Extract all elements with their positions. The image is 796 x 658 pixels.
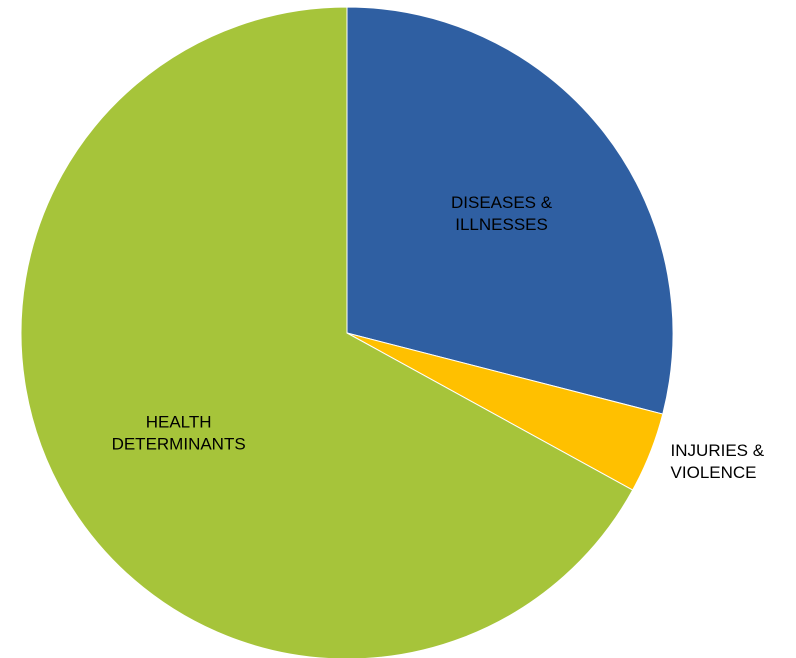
pie-slices xyxy=(20,6,674,658)
pie-slice-label-line: ILLNESSES xyxy=(455,215,548,234)
pie-slice-label-line: DETERMINANTS xyxy=(112,435,246,454)
pie-slice-2 xyxy=(20,6,634,658)
pie-slice-label-0: DISEASES & ILLNESSES xyxy=(451,193,553,234)
pie-slice-label-line: INJURIES & xyxy=(671,441,765,460)
pie-slice-label-1: INJURIES & VIOLENCE xyxy=(671,441,765,482)
pie-slice-label-line: VIOLENCE xyxy=(671,463,757,482)
pie-slice-0 xyxy=(346,6,674,415)
pie-slice-label-line: DISEASES & xyxy=(451,193,553,212)
pie-labels: DISEASES & ILLNESSES INJURIES & VIOLENCE HEA… xyxy=(112,193,765,482)
pie-slice-label-line: HEALTH xyxy=(146,413,212,432)
pie-slice-label-2: HEALTH DETERMINANTS xyxy=(112,413,246,454)
